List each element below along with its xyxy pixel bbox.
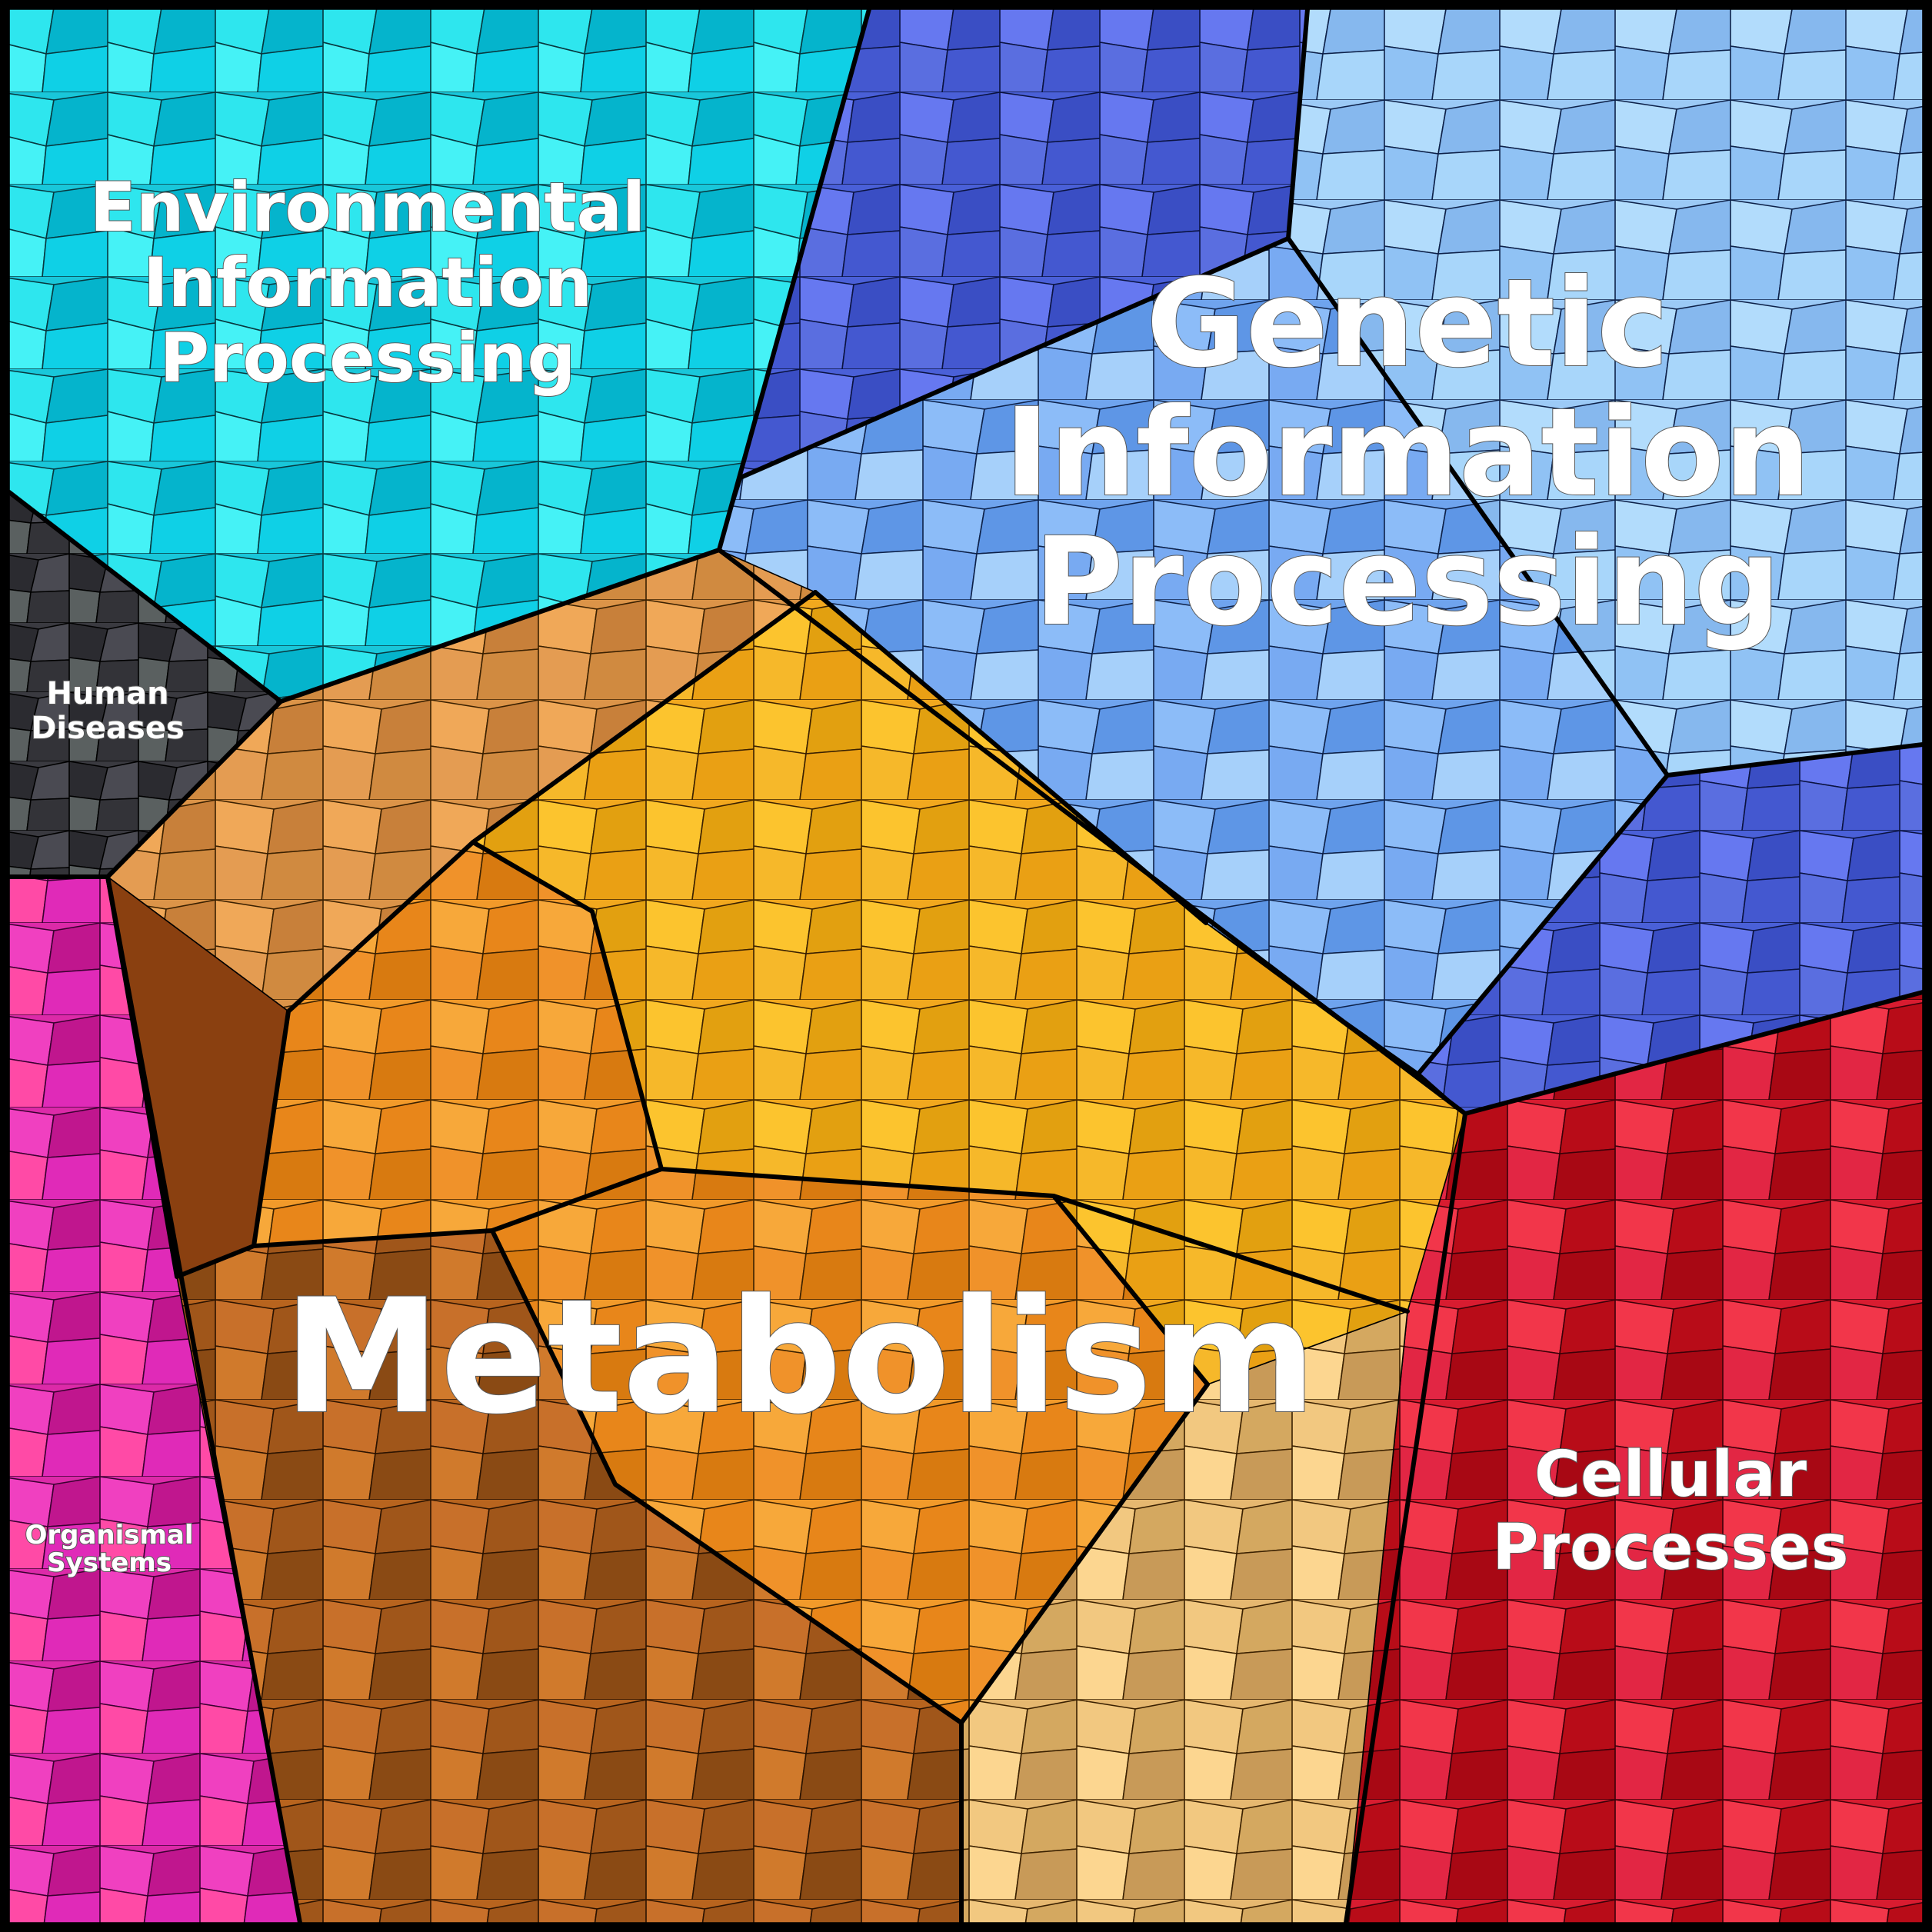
label-environmental: Environmental Information Processing (89, 167, 646, 398)
label-metabolism: Metabolism (282, 1265, 1317, 1450)
label-cellular: Cellular Processes (1491, 1437, 1849, 1585)
label-human-line-1: Human (46, 676, 168, 711)
label-organismal-line-1: Organismal (25, 1520, 193, 1551)
region-borders (7, 7, 1925, 1925)
label-human-diseases: Human Diseases (30, 675, 185, 747)
label-cellular-line-1: Cellular (1534, 1438, 1807, 1511)
label-metabolism-line-1: Metabolism (283, 1266, 1316, 1449)
category-regions (8, 8, 1924, 1924)
label-genetic-line-2: Information (1004, 382, 1810, 524)
label-environmental-line-2: Information (143, 243, 592, 322)
label-human-line-2: Diseases (31, 711, 185, 746)
label-cellular-line-2: Processes (1492, 1511, 1848, 1584)
label-organismal: Organismal Systems (24, 1519, 194, 1579)
label-environmental-line-1: Environmental (90, 168, 645, 247)
label-organismal-line-2: Systems (47, 1547, 172, 1578)
label-environmental-line-3: Processing (160, 318, 576, 398)
label-genetic-line-1: Genetic (1146, 253, 1669, 395)
label-genetic: Genetic Information Processing (1004, 252, 1811, 654)
label-genetic-line-3: Processing (1034, 511, 1781, 653)
